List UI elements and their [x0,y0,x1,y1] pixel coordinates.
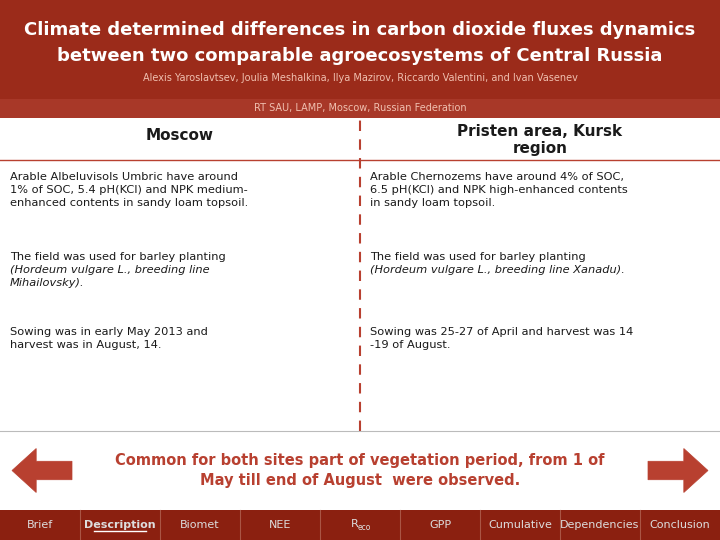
Text: enhanced contents in sandy loam topsoil.: enhanced contents in sandy loam topsoil. [10,198,248,208]
Text: Sowing was in early May 2013 and: Sowing was in early May 2013 and [10,327,208,337]
Text: Cumulative: Cumulative [488,520,552,530]
Text: (Hordeum vulgare L., breeding line: (Hordeum vulgare L., breeding line [10,265,210,275]
Text: Biomet: Biomet [180,520,220,530]
Text: between two comparable agroecosystems of Central Russia: between two comparable agroecosystems of… [58,47,662,65]
Bar [0,510,720,540]
Text: Arable Albeluvisols Umbric have around: Arable Albeluvisols Umbric have around [10,172,238,182]
Text: Pristen area, Kursk: Pristen area, Kursk [457,124,623,138]
Text: in sandy loam topsoil.: in sandy loam topsoil. [370,198,495,208]
Bar [0,431,720,510]
Bar [0,99,720,118]
Text: 1% of SOC, 5.4 pH(KCl) and NPK medium-: 1% of SOC, 5.4 pH(KCl) and NPK medium- [10,185,248,195]
Text: Conclusion: Conclusion [649,520,711,530]
Text: region: region [513,140,567,156]
Text: Common for both sites part of vegetation period, from 1 of: Common for both sites part of vegetation… [115,453,605,468]
Text: Dependencies: Dependencies [560,520,639,530]
Text: Brief: Brief [27,520,53,530]
Text: NEE: NEE [269,520,291,530]
Text: May till end of August  were observed.: May till end of August were observed. [200,473,520,488]
Text: harvest was in August, 14.: harvest was in August, 14. [10,340,161,350]
Text: Mihailovsky).: Mihailovsky). [10,278,85,288]
Text: R: R [351,519,359,529]
Text: Climate determined differences in carbon dioxide fluxes dynamics: Climate determined differences in carbon… [24,21,696,39]
Text: Moscow: Moscow [146,129,214,144]
Text: -19 of August.: -19 of August. [370,340,451,350]
Text: The field was used for barley planting: The field was used for barley planting [370,252,586,262]
Bar [0,118,720,431]
Text: (Hordeum vulgare L., breeding line Xanadu).: (Hordeum vulgare L., breeding line Xanad… [370,265,625,275]
Text: The field was used for barley planting: The field was used for barley planting [10,252,226,262]
Polygon shape [648,449,708,492]
Bar [0,0,720,99]
Text: eco: eco [357,523,371,531]
Text: Alexis Yaroslavtsev, Joulia Meshalkina, Ilya Mazirov, Riccardo Valentini, and Iv: Alexis Yaroslavtsev, Joulia Meshalkina, … [143,73,577,83]
Text: Arable Chernozems have around 4% of SOC,: Arable Chernozems have around 4% of SOC, [370,172,624,182]
Polygon shape [12,449,72,492]
Text: GPP: GPP [429,520,451,530]
Text: 6.5 pH(KCl) and NPK high-enhanced contents: 6.5 pH(KCl) and NPK high-enhanced conten… [370,185,628,195]
Text: Sowing was 25-27 of April and harvest was 14: Sowing was 25-27 of April and harvest wa… [370,327,634,337]
Text: Description: Description [84,520,156,530]
Text: RT SAU, LAMP, Moscow, Russian Federation: RT SAU, LAMP, Moscow, Russian Federation [253,104,467,113]
